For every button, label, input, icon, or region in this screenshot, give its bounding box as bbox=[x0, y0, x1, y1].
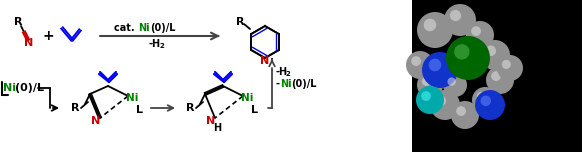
Circle shape bbox=[435, 96, 446, 106]
Circle shape bbox=[424, 19, 436, 31]
Bar bbox=[412, 0, 582, 152]
Circle shape bbox=[486, 66, 514, 94]
Text: Ni: Ni bbox=[138, 23, 150, 33]
Circle shape bbox=[406, 51, 434, 79]
Text: N: N bbox=[91, 116, 101, 126]
Text: -H: -H bbox=[149, 39, 161, 49]
Text: -: - bbox=[276, 79, 283, 89]
Circle shape bbox=[417, 12, 453, 48]
Text: 2: 2 bbox=[159, 43, 164, 49]
Circle shape bbox=[446, 36, 490, 80]
Circle shape bbox=[497, 55, 523, 81]
Text: R: R bbox=[14, 17, 22, 27]
Circle shape bbox=[448, 77, 456, 86]
Circle shape bbox=[429, 59, 441, 71]
Circle shape bbox=[411, 56, 421, 66]
Circle shape bbox=[430, 90, 460, 120]
Text: L: L bbox=[251, 105, 258, 115]
Circle shape bbox=[417, 72, 443, 98]
Text: -H: -H bbox=[276, 67, 288, 77]
Text: (0)/L: (0)/L bbox=[150, 23, 176, 33]
Text: H: H bbox=[213, 123, 221, 133]
Text: N: N bbox=[207, 116, 215, 126]
Text: (0)/L: (0)/L bbox=[291, 79, 317, 89]
Circle shape bbox=[444, 4, 476, 36]
Text: Ni: Ni bbox=[280, 79, 292, 89]
Circle shape bbox=[480, 40, 510, 70]
Text: N: N bbox=[260, 56, 269, 66]
Circle shape bbox=[481, 96, 491, 106]
Circle shape bbox=[451, 101, 479, 129]
Circle shape bbox=[475, 90, 505, 120]
Text: R: R bbox=[236, 17, 244, 27]
Text: R: R bbox=[186, 103, 194, 113]
Text: R: R bbox=[71, 103, 79, 113]
Text: N: N bbox=[24, 38, 34, 48]
Circle shape bbox=[472, 87, 498, 113]
Text: Ni: Ni bbox=[3, 83, 16, 93]
Text: Ni: Ni bbox=[241, 93, 253, 103]
Text: Ni: Ni bbox=[126, 93, 138, 103]
Text: cat.: cat. bbox=[114, 23, 138, 33]
Circle shape bbox=[450, 10, 461, 21]
Text: (0)/L: (0)/L bbox=[15, 83, 44, 93]
Circle shape bbox=[502, 60, 511, 69]
Circle shape bbox=[477, 92, 486, 101]
Circle shape bbox=[466, 21, 494, 49]
Text: 2: 2 bbox=[286, 71, 291, 77]
Circle shape bbox=[491, 71, 501, 81]
Circle shape bbox=[421, 91, 431, 101]
Circle shape bbox=[471, 26, 481, 36]
Circle shape bbox=[485, 46, 496, 56]
Circle shape bbox=[454, 44, 470, 60]
Circle shape bbox=[443, 73, 467, 97]
Text: L: L bbox=[137, 105, 144, 115]
Circle shape bbox=[416, 86, 444, 114]
Text: +: + bbox=[42, 29, 54, 43]
Circle shape bbox=[422, 52, 458, 88]
Circle shape bbox=[422, 77, 431, 86]
Circle shape bbox=[456, 106, 466, 116]
